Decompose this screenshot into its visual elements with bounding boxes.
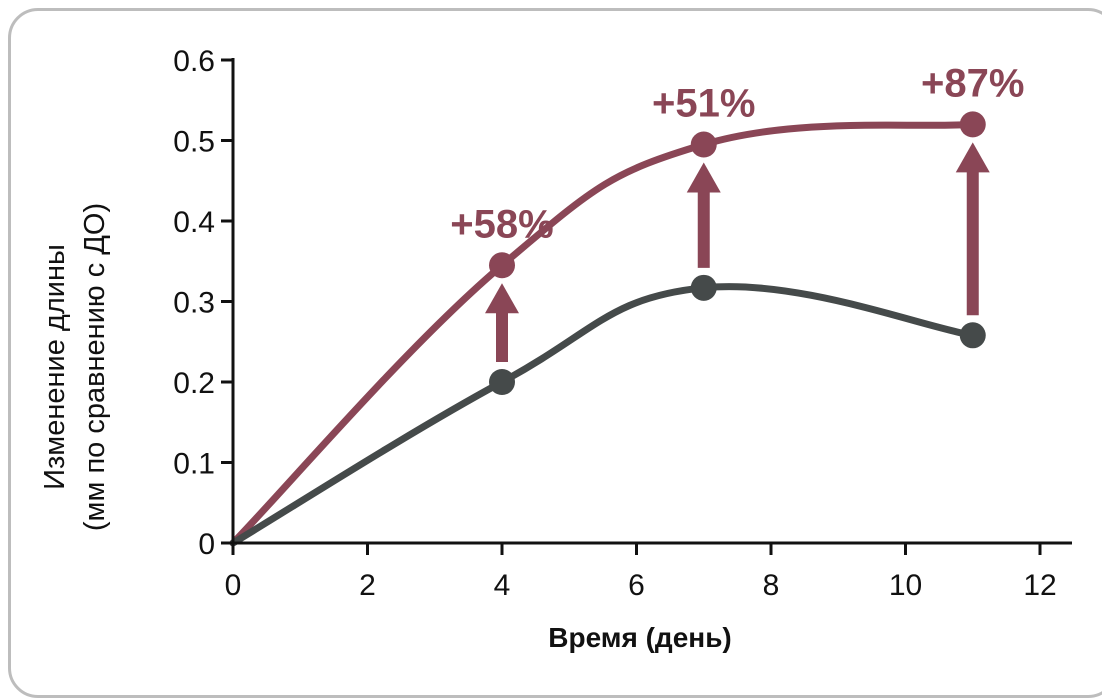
y-tick-label: 0.6	[173, 45, 215, 78]
percent-annotation: +58%	[450, 202, 553, 246]
series-line-upper	[229, 120, 977, 547]
data-point-lower	[690, 274, 717, 301]
y-tick-label: 0.1	[173, 448, 215, 481]
data-point-upper	[690, 131, 717, 158]
y-tick-label: 0.3	[173, 287, 215, 320]
points-layer	[489, 111, 986, 395]
y-tick-label: 0.5	[173, 126, 215, 159]
y-axis-label-line2: (мм по сравнению с ДО)	[79, 203, 111, 531]
chart: 0 2 4 6 8 10 12 0 0.1 0.2 0.3 0.4 0.5 0.6 +58% +51% +87…	[39, 45, 1072, 653]
data-point-lower	[489, 369, 515, 395]
annotations-layer: +58% +51% +87%	[450, 61, 1024, 246]
x-tick-label: 0	[225, 569, 242, 602]
arrows-layer	[485, 142, 990, 362]
percent-annotation: +87%	[921, 61, 1024, 105]
x-tick-label: 2	[359, 569, 376, 602]
percent-annotation: +51%	[652, 82, 755, 126]
data-point-upper	[489, 252, 515, 279]
x-axis-label: Время (день)	[548, 622, 731, 653]
data-point-lower	[959, 322, 986, 349]
y-axis-label-line1: Изменение длины	[39, 244, 71, 490]
series-line-lower	[229, 283, 977, 547]
y-tick-label: 0	[198, 528, 215, 561]
x-tick-label: 8	[763, 569, 780, 602]
y-tick-label: 0.4	[173, 206, 215, 239]
x-tick-label: 12	[1023, 569, 1056, 602]
y-tick-label: 0.2	[173, 367, 215, 400]
series-layer	[229, 120, 977, 547]
x-tick-label: 6	[628, 569, 645, 602]
x-tick-label: 4	[494, 569, 511, 602]
x-tick-label: 10	[889, 569, 922, 602]
ticks-layer: 0 2 4 6 8 10 12 0 0.1 0.2 0.3 0.4 0.5 0.6	[173, 45, 1056, 602]
increase-arrow-head	[485, 283, 519, 314]
increase-arrow-head	[686, 162, 721, 193]
data-point-upper	[959, 111, 986, 138]
increase-arrow-head	[955, 142, 990, 173]
